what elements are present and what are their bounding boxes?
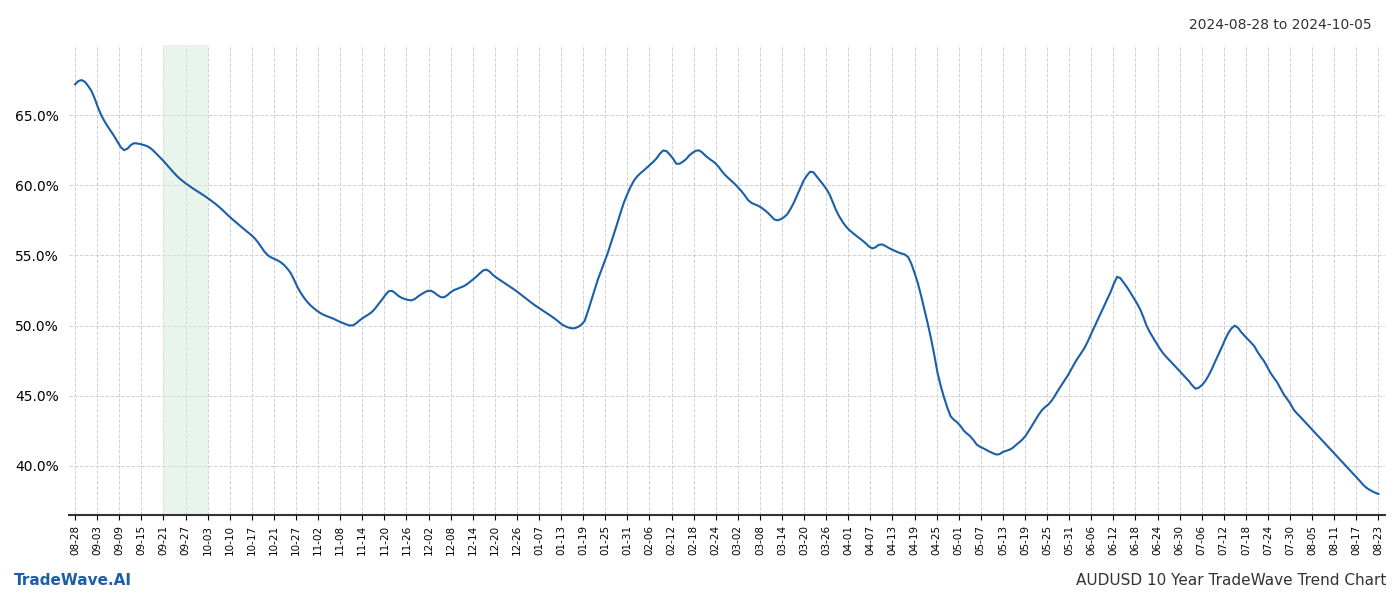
Text: AUDUSD 10 Year TradeWave Trend Chart: AUDUSD 10 Year TradeWave Trend Chart — [1075, 573, 1386, 588]
Bar — [164, 45, 207, 515]
Text: 2024-08-28 to 2024-10-05: 2024-08-28 to 2024-10-05 — [1190, 18, 1372, 32]
Text: TradeWave.AI: TradeWave.AI — [14, 573, 132, 588]
